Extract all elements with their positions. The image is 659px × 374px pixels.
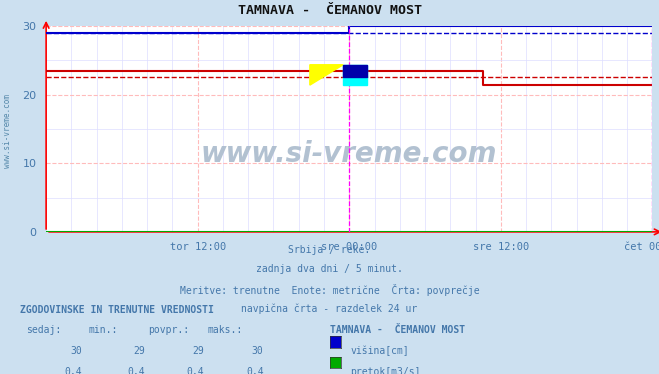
Text: Meritve: trenutne  Enote: metrične  Črta: povprečje: Meritve: trenutne Enote: metrične Črta: …: [180, 284, 479, 296]
Text: 29: 29: [192, 346, 204, 356]
Text: zadnja dva dni / 5 minut.: zadnja dva dni / 5 minut.: [256, 264, 403, 275]
Text: 0,4: 0,4: [127, 367, 145, 374]
Text: povpr.:: povpr.:: [148, 325, 189, 335]
Polygon shape: [343, 65, 366, 85]
Text: navpična črta - razdelek 24 ur: navpična črta - razdelek 24 ur: [241, 303, 418, 314]
Text: pretok[m3/s]: pretok[m3/s]: [351, 367, 421, 374]
Text: Srbija / reke.: Srbija / reke.: [289, 245, 370, 255]
Text: 30: 30: [252, 346, 264, 356]
Text: 0,4: 0,4: [246, 367, 264, 374]
Text: sedaj:: sedaj:: [26, 325, 61, 335]
Text: maks.:: maks.:: [208, 325, 243, 335]
Text: 29: 29: [133, 346, 145, 356]
Text: 30: 30: [71, 346, 82, 356]
Text: 0,4: 0,4: [65, 367, 82, 374]
Text: višina[cm]: višina[cm]: [351, 346, 409, 356]
Polygon shape: [310, 65, 343, 85]
Polygon shape: [343, 65, 366, 77]
Text: www.si-vreme.com: www.si-vreme.com: [3, 94, 13, 168]
Text: 0,4: 0,4: [186, 367, 204, 374]
Text: min.:: min.:: [89, 325, 119, 335]
Text: ZGODOVINSKE IN TRENUTNE VREDNOSTI: ZGODOVINSKE IN TRENUTNE VREDNOSTI: [20, 305, 214, 315]
Text: www.si-vreme.com: www.si-vreme.com: [201, 140, 498, 168]
Text: TAMNAVA -  ČEMANOV MOST: TAMNAVA - ČEMANOV MOST: [330, 325, 465, 335]
Text: TAMNAVA -  ČEMANOV MOST: TAMNAVA - ČEMANOV MOST: [237, 4, 422, 17]
